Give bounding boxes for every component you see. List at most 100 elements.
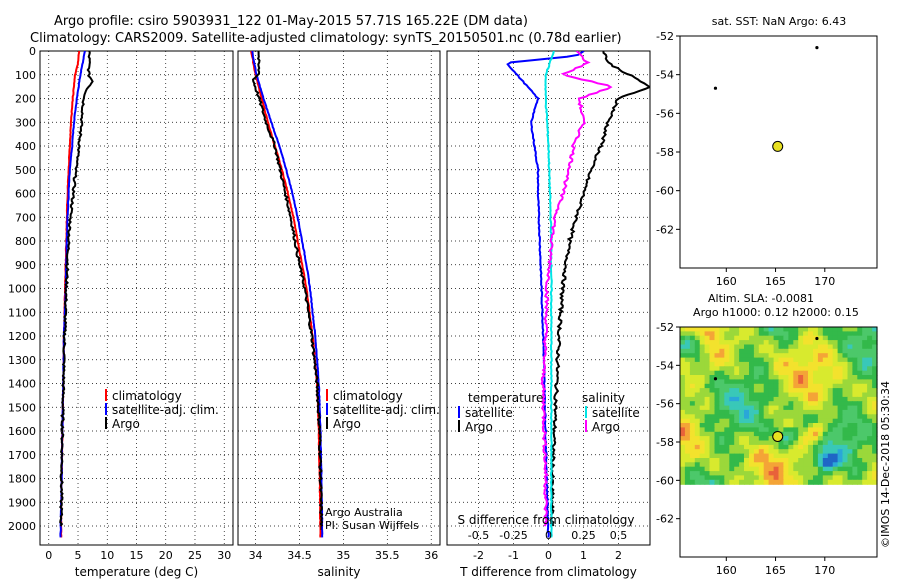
sla-cell: [847, 423, 853, 428]
sla-cell: [822, 335, 829, 341]
sla-cell: [837, 388, 844, 394]
sla-cell: [783, 375, 789, 380]
sla-cell: [837, 449, 844, 455]
sla-cell: [862, 418, 868, 424]
sla-cell: [734, 331, 740, 337]
sla-cell: [694, 462, 701, 468]
sla-cell: [847, 388, 853, 394]
sla-cell: [773, 471, 780, 477]
sla-cell: [753, 431, 760, 437]
sla-cell: [813, 449, 819, 455]
sla-cell: [803, 383, 809, 389]
sla-cell: [753, 444, 760, 450]
sla-cell: [739, 479, 745, 485]
sla-cell: [739, 458, 745, 463]
depth-tick-label: 1600: [8, 425, 36, 438]
sla-cell: [694, 392, 701, 398]
sla-cell: [739, 449, 745, 455]
sla-cell: [709, 409, 715, 415]
sla-cell: [744, 475, 750, 481]
sla-cell: [862, 392, 868, 398]
sla-cell: [763, 388, 770, 394]
sla-cell: [872, 414, 878, 420]
depth-tick-label: 300: [15, 116, 36, 129]
sla-cell: [857, 431, 863, 437]
sla-cell: [680, 344, 686, 350]
sla-cell: [680, 440, 686, 446]
sla-cell: [808, 366, 814, 372]
sla-cell: [719, 475, 725, 481]
sla-cell: [817, 396, 824, 402]
sla-cell: [783, 458, 789, 463]
sla-cell: [793, 440, 799, 446]
sla-cell: [773, 383, 780, 389]
sla-cell: [793, 479, 799, 485]
sla-cell: [793, 475, 799, 481]
sla-cell: [768, 436, 775, 442]
sla-cell: [793, 462, 799, 468]
sla-cell: [798, 444, 804, 450]
sla-cell: [822, 431, 829, 437]
sla-cell: [852, 327, 858, 332]
sla-cell: [793, 444, 799, 450]
sla-cell: [758, 401, 765, 407]
sla-cell: [694, 379, 701, 385]
sla-cell: [739, 436, 745, 442]
sla-cell: [783, 479, 789, 485]
sla-cell: [714, 401, 720, 407]
sla-cell: [852, 366, 858, 372]
sla-cell: [837, 479, 844, 485]
sla-cell: [689, 375, 696, 380]
series-line-satellite-adj.-clim.: [251, 51, 324, 538]
sla-cell: [753, 361, 760, 367]
sla-cell: [758, 431, 765, 437]
sla-cell: [773, 370, 780, 376]
sla-cell: [749, 361, 755, 367]
sla-cell: [714, 370, 720, 376]
sla-cell: [684, 331, 691, 337]
sla-cell: [729, 396, 735, 402]
sla-cell: [867, 414, 873, 420]
sla-cell: [793, 366, 799, 372]
sla-cell: [798, 401, 804, 407]
sla-cell: [753, 388, 760, 394]
sla-cell: [709, 401, 715, 407]
sla-cell: [753, 405, 760, 411]
series-line-Argo: [251, 51, 324, 527]
sla-cell: [783, 327, 789, 332]
sla-cell: [832, 327, 839, 332]
sla-cell: [832, 361, 839, 367]
sla-cell: [749, 462, 755, 468]
sla-cell: [857, 379, 863, 385]
sla-cell: [788, 340, 794, 346]
sla-cell: [852, 353, 858, 359]
sla-cell: [709, 471, 715, 477]
sla-cell: [739, 375, 745, 380]
sla-cell: [837, 436, 844, 442]
sla-cell: [822, 388, 829, 394]
sla-cell: [714, 427, 720, 433]
sla-cell: [862, 409, 868, 415]
sla-cell: [793, 370, 799, 376]
sla-cell: [729, 361, 735, 367]
sla-cell: [758, 353, 765, 359]
map-x-tick-label: 170: [814, 564, 835, 577]
sla-cell: [867, 427, 873, 433]
sla-cell: [758, 361, 765, 367]
sla-cell: [827, 357, 834, 363]
sla-cell: [867, 462, 873, 468]
sla-cell: [773, 344, 780, 350]
sla-cell: [808, 431, 814, 437]
sla-cell: [744, 436, 750, 442]
sla-cell: [842, 444, 848, 450]
sla-cell: [803, 418, 809, 424]
sla-cell: [803, 379, 809, 385]
sla-cell: [817, 357, 824, 363]
sla-cell: [857, 375, 863, 380]
sla-cell: [694, 414, 701, 420]
sla-cell: [729, 379, 735, 385]
sla-cell: [862, 370, 868, 376]
sla-cell: [817, 471, 824, 477]
sla-cell: [763, 458, 770, 463]
sla-cell: [862, 475, 868, 481]
